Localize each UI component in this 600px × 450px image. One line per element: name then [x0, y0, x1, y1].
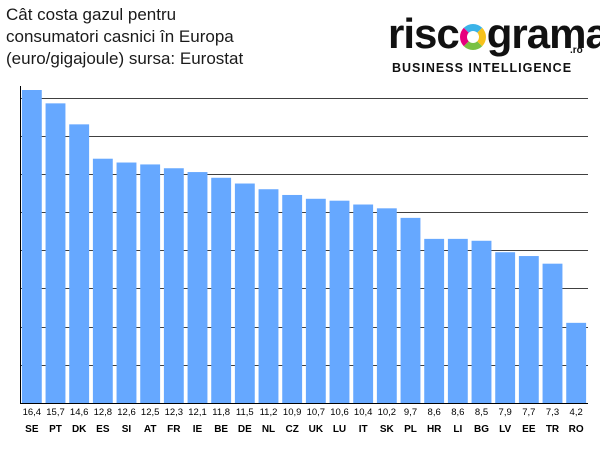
- bar-BG: [471, 240, 492, 403]
- value-label-DE: 11,5: [236, 407, 254, 418]
- category-label-SE: SE: [25, 424, 39, 435]
- category-label-SK: SK: [380, 424, 395, 435]
- value-label-IE: 12,1: [188, 407, 207, 418]
- value-label-IT: 10,4: [354, 407, 373, 418]
- riscograma-logo: risc grama .ro BUSINESS INTELLIGENCE: [388, 10, 600, 76]
- value-label-PL: 9,7: [404, 407, 417, 418]
- gridlines: [20, 98, 588, 366]
- bar-DE: [234, 183, 255, 403]
- category-label-IT: IT: [359, 424, 368, 435]
- value-label-LI: 8,6: [451, 407, 464, 418]
- category-label-IE: IE: [193, 424, 203, 435]
- bar-CZ: [282, 194, 303, 403]
- category-label-FR: FR: [167, 424, 181, 435]
- bar-ES: [92, 158, 113, 403]
- category-label-DK: DK: [72, 424, 87, 435]
- bars: [21, 90, 587, 404]
- value-label-TR: 7,3: [546, 407, 559, 418]
- category-label-AT: AT: [144, 424, 157, 435]
- category-label-SI: SI: [122, 424, 132, 435]
- bar-LV: [495, 252, 516, 403]
- value-label-UK: 10,7: [307, 407, 326, 418]
- value-label-EE: 7,7: [522, 407, 535, 418]
- bar-HR: [424, 238, 445, 403]
- category-label-NL: NL: [262, 424, 275, 435]
- value-label-SI: 12,6: [117, 407, 136, 418]
- category-label-LI: LI: [453, 424, 462, 435]
- bar-TR: [542, 263, 563, 403]
- value-label-RO: 4,2: [570, 407, 583, 418]
- category-label-RO: RO: [569, 424, 584, 435]
- logo-word-start: risc: [388, 10, 460, 57]
- value-label-DK: 14,6: [70, 407, 89, 418]
- category-label-DE: DE: [238, 424, 252, 435]
- chart-title: Cât costa gazul pentru consumatori casni…: [6, 4, 306, 70]
- bar-SI: [116, 162, 137, 403]
- category-label-ES: ES: [96, 424, 110, 435]
- title-line-1: Cât costa gazul pentru: [6, 5, 177, 24]
- category-label-PL: PL: [404, 424, 417, 435]
- title-line-3: (euro/gigajoule) sursa: Eurostat: [6, 49, 244, 68]
- bar-UK: [305, 198, 326, 403]
- value-label-PT: 15,7: [46, 407, 65, 418]
- category-label-EE: EE: [522, 424, 536, 435]
- category-label-CZ: CZ: [285, 424, 298, 435]
- bar-IT: [353, 204, 374, 403]
- category-label-BE: BE: [214, 424, 228, 435]
- axes: [20, 86, 588, 404]
- logo-tagline: BUSINESS INTELLIGENCE: [392, 61, 573, 75]
- category-label-LV: LV: [499, 424, 511, 435]
- value-label-SK: 10,2: [378, 407, 397, 418]
- title-line-2: consumatori casnici în Europa: [6, 27, 234, 46]
- category-label-PT: PT: [49, 424, 62, 435]
- value-label-SE: 16,4: [23, 407, 42, 418]
- bar-SE: [21, 90, 42, 403]
- bar-AT: [140, 164, 161, 403]
- category-label-TR: TR: [546, 424, 560, 435]
- bar-IE: [187, 172, 208, 403]
- logo-word-end: grama: [486, 10, 600, 57]
- value-label-BG: 8,5: [475, 407, 488, 418]
- value-label-LV: 7,9: [499, 407, 512, 418]
- value-label-FR: 12,3: [165, 407, 184, 418]
- bar-PL: [400, 217, 421, 403]
- value-label-AT: 12,5: [141, 407, 160, 418]
- bar-NL: [258, 189, 279, 403]
- logo-tld: .ro: [570, 45, 583, 56]
- value-label-BE: 11,8: [212, 407, 230, 418]
- labels: 16,4 SE 15,7 PT 14,6 DK 12,8 ES 12,6 SI 12,5 AT 12,3…: [23, 407, 584, 435]
- category-label-BG: BG: [474, 424, 489, 435]
- bar-LI: [447, 238, 468, 403]
- logo-wordmark: risc grama: [388, 10, 600, 58]
- bar-PT: [45, 103, 66, 404]
- category-label-UK: UK: [309, 424, 324, 435]
- bar-SK: [376, 208, 397, 403]
- value-label-CZ: 10,9: [283, 407, 302, 418]
- value-label-LU: 10,6: [330, 407, 349, 418]
- bar-FR: [163, 168, 184, 403]
- bar-DK: [69, 124, 90, 403]
- category-label-LU: LU: [333, 424, 346, 435]
- value-label-ES: 12,8: [94, 407, 113, 418]
- bar-RO: [566, 322, 587, 403]
- value-label-NL: 11,2: [260, 407, 278, 418]
- bar-BE: [211, 177, 232, 403]
- value-label-HR: 8,6: [428, 407, 441, 418]
- bar-LU: [329, 200, 350, 403]
- bar-EE: [518, 256, 539, 403]
- category-label-HR: HR: [427, 424, 442, 435]
- logo-ring-icon: [459, 24, 486, 50]
